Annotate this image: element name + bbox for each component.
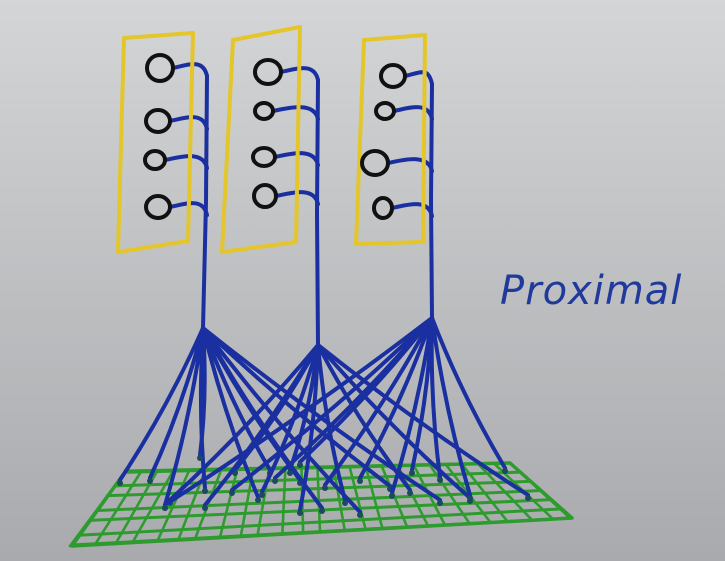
grid-col-line: [476, 462, 534, 522]
dendrite-wire: [403, 70, 434, 86]
grid-col-line: [364, 465, 384, 530]
synapse-connection: [118, 326, 205, 482]
synapse-connection: [168, 343, 320, 502]
synapse-point: [407, 490, 413, 496]
synapse-connection: [298, 343, 320, 512]
grid-col-line: [218, 468, 239, 540]
synapse-connection: [358, 316, 434, 480]
synapse-connection: [198, 326, 207, 457]
grid-col-line: [332, 465, 347, 533]
synapse-connection: [410, 316, 434, 472]
cell-circle: [144, 194, 172, 220]
synapse-connection: [390, 316, 434, 495]
cell-circle: [251, 146, 277, 168]
synapse-point: [117, 480, 123, 486]
grid-col-line: [348, 465, 367, 531]
synapse-connection: [148, 326, 205, 480]
synapse-connection: [298, 316, 434, 464]
grid-col-line: [156, 469, 191, 543]
synapse-point: [272, 478, 278, 484]
columns: [116, 25, 427, 254]
cell-circle: [145, 53, 175, 83]
proximal-label: Proximal: [500, 268, 682, 314]
dendrite-wire: [279, 66, 320, 82]
grid-col-line: [316, 466, 322, 534]
synapse-connection: [316, 343, 347, 502]
synapse-point: [322, 485, 328, 491]
synapse-point: [437, 500, 443, 506]
synapse-point: [162, 505, 168, 511]
synapse-point: [287, 470, 293, 476]
grid-col-line: [193, 468, 223, 541]
synapse-connection: [163, 316, 434, 507]
synapse-connection: [323, 316, 434, 487]
synapse-point: [202, 505, 208, 511]
cell-circle: [253, 101, 275, 121]
cell-circle: [253, 58, 283, 86]
grid-col-line: [131, 469, 175, 544]
synapse-connection: [201, 326, 362, 514]
synapse-connection: [201, 326, 272, 472]
synapse-point: [357, 478, 363, 484]
synapse-point: [525, 495, 531, 501]
synapse-point: [357, 512, 363, 518]
synapse-connection: [201, 326, 442, 502]
synapse-connection: [230, 316, 434, 492]
synapse-connection: [430, 316, 507, 470]
synapse-point: [297, 510, 303, 516]
cell-circle: [252, 183, 278, 209]
synapse-connection: [163, 326, 205, 507]
synapse-point: [297, 462, 303, 468]
column-1-trunk: [201, 74, 209, 330]
grid-col-line: [281, 466, 287, 536]
grid-col-line: [93, 470, 143, 547]
synapse-point: [202, 488, 208, 494]
synapse-point: [342, 500, 348, 506]
column-3-outline: [354, 33, 427, 246]
proximal-connections: [117, 62, 531, 518]
synapse-point: [502, 468, 508, 474]
synapse-connection: [201, 326, 324, 510]
synapse-point: [147, 478, 153, 484]
synapse-point: [259, 492, 265, 498]
synapse-point: [389, 493, 395, 499]
column-2-trunk: [315, 78, 320, 347]
synapse-point: [255, 497, 261, 503]
cell-circle: [379, 63, 407, 89]
column-3-trunk: [429, 82, 434, 320]
synapse-point: [197, 455, 203, 461]
column-1-outline: [116, 31, 195, 254]
cell-circle: [372, 196, 394, 220]
cell-circle: [144, 108, 172, 134]
grid-col-line: [428, 463, 472, 526]
synapse-point: [437, 477, 443, 483]
synapse-point: [409, 470, 415, 476]
synapse-point: [319, 508, 325, 514]
grid-col-line: [460, 462, 509, 523]
synapse-connection: [316, 343, 472, 500]
input-space-outline: [70, 461, 574, 548]
synapse-connection: [430, 316, 472, 497]
synapse-point: [467, 495, 473, 501]
cell-circle: [374, 101, 396, 121]
cell-circle: [143, 149, 167, 171]
cell-circle: [360, 149, 390, 177]
column-2-outline: [220, 25, 302, 254]
synapse-connection: [203, 343, 320, 507]
synapse-point: [229, 490, 235, 496]
